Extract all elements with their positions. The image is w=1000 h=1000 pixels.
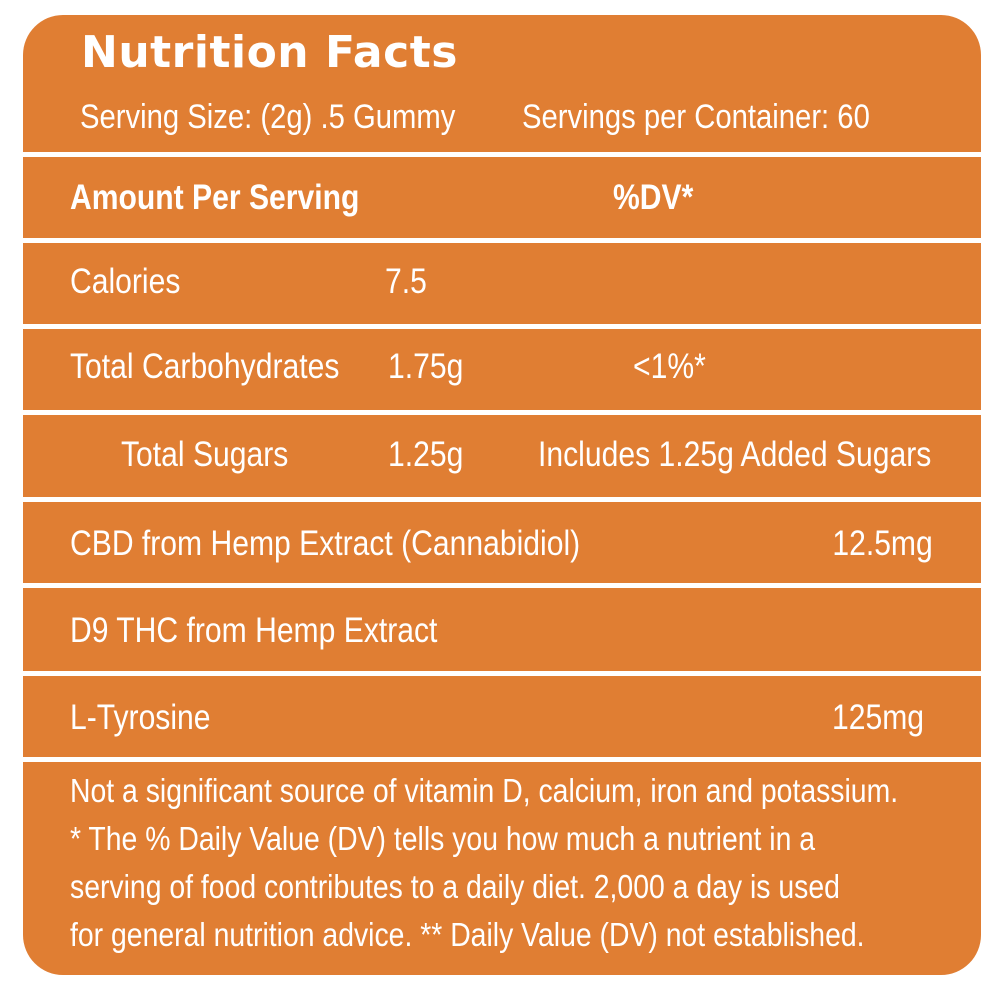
divider: [23, 152, 981, 157]
header-daily-value: %DV*: [613, 178, 694, 217]
footnote-line: * The % Daily Value (DV) tells you how m…: [70, 820, 816, 857]
row-cbd-amount: 12.5mg: [832, 524, 933, 563]
row-tyrosine-name: L-Tyrosine: [70, 698, 211, 737]
row-carbohydrates-amount: 1.75g: [388, 347, 464, 386]
row-sugars-name: Total Sugars: [121, 435, 289, 474]
row-sugars-amount: 1.25g: [388, 435, 464, 474]
row-calories-amount: 7.5: [385, 262, 427, 301]
serving-size: Serving Size: (2g) .5 Gummy: [80, 98, 456, 136]
footnote-line: serving of food contributes to a daily d…: [70, 868, 840, 905]
label-title: Nutrition Facts: [81, 27, 458, 78]
footnote-line: for general nutrition advice. ** Daily V…: [70, 916, 865, 953]
divider: [23, 671, 981, 676]
row-thc-name: D9 THC from Hemp Extract: [70, 611, 438, 650]
row-sugars-added: Includes 1.25g Added Sugars: [537, 435, 931, 474]
divider: [23, 238, 981, 243]
header-amount-per-serving: Amount Per Serving: [70, 178, 360, 217]
row-calories-name: Calories: [70, 262, 181, 301]
servings-per-container: Servings per Container: 60: [522, 98, 870, 136]
nutrition-facts-label: Nutrition Facts Serving Size: (2g) .5 Gu…: [23, 15, 981, 975]
row-tyrosine-amount: 125mg: [831, 698, 924, 737]
row-cbd-name: CBD from Hemp Extract (Cannabidiol): [70, 524, 581, 563]
divider: [23, 497, 981, 502]
row-carbohydrates-name: Total Carbohydrates: [70, 347, 340, 386]
divider: [23, 583, 981, 588]
divider: [23, 410, 981, 415]
divider: [23, 757, 981, 762]
footnote-line: Not a significant source of vitamin D, c…: [70, 772, 899, 809]
divider: [23, 324, 981, 329]
row-carbohydrates-dv: <1%*: [633, 347, 706, 386]
